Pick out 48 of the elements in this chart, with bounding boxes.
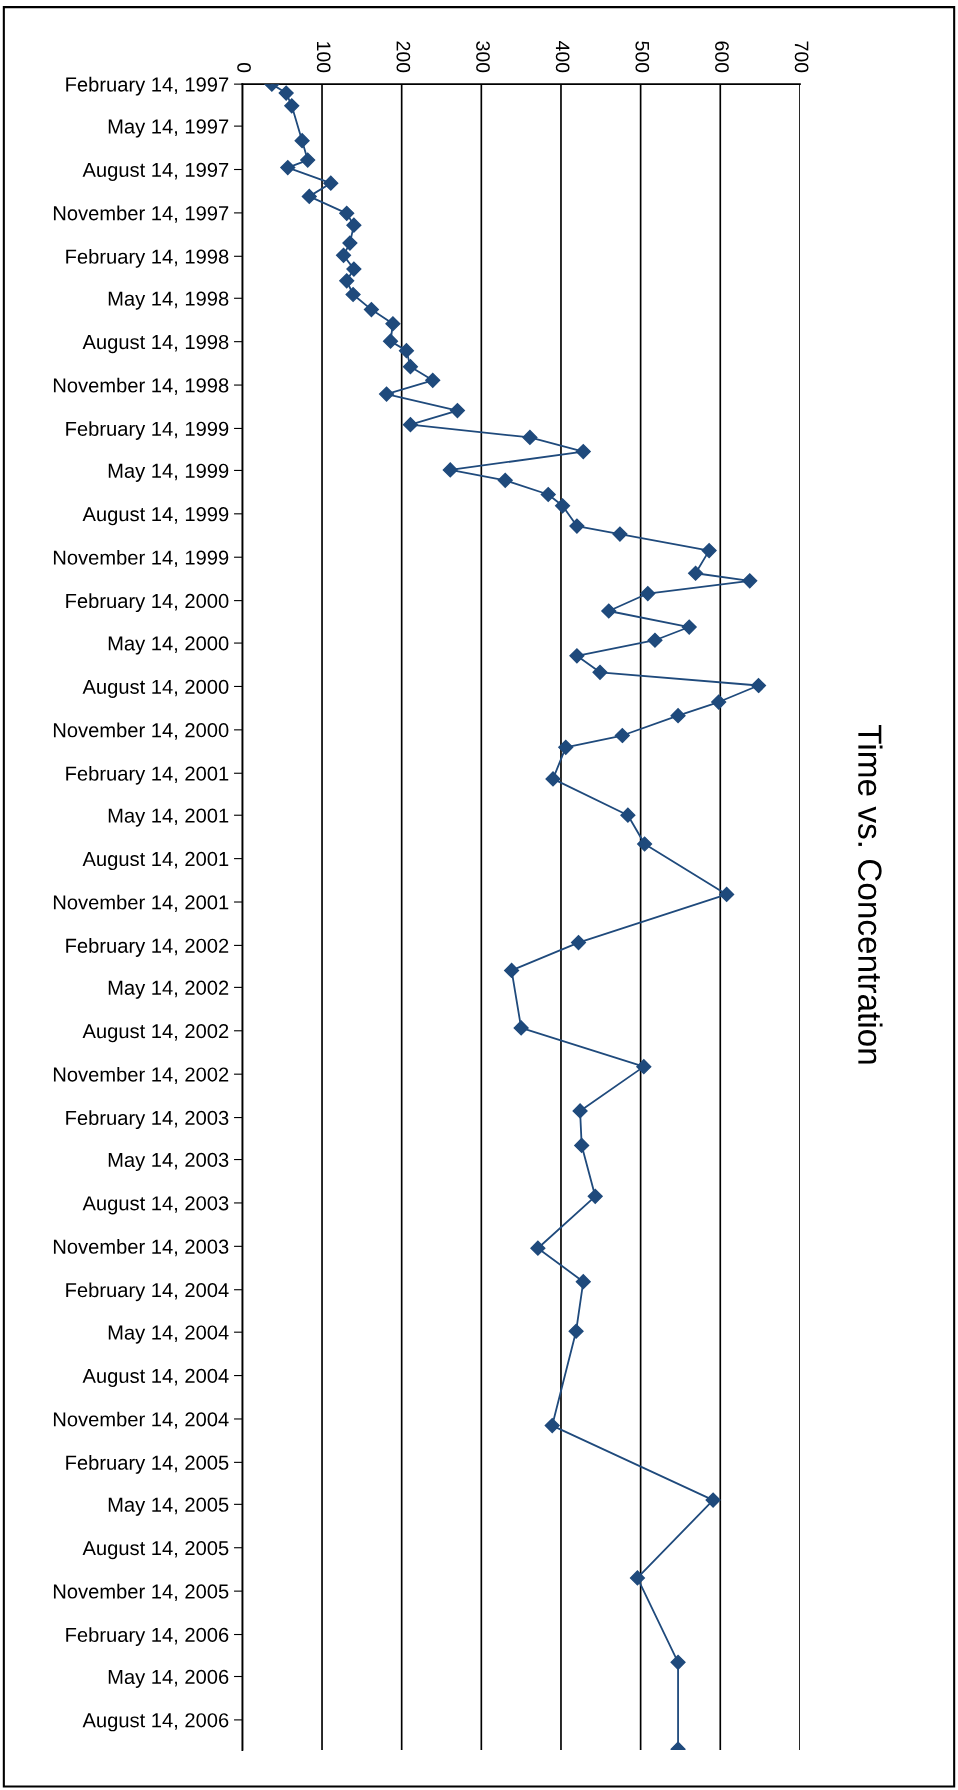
y-tick-label: May 14, 2001 xyxy=(108,808,229,827)
y-tick-label: August 14, 2002 xyxy=(82,1024,229,1043)
y-tick-label: February 14, 2000 xyxy=(66,593,229,613)
x-tick-label: 200 xyxy=(396,41,411,73)
y-tick-label: May 14, 1998 xyxy=(108,291,229,310)
y-tick-label: August 14, 2005 xyxy=(82,1540,229,1560)
x-tick-label: 600 xyxy=(715,41,729,73)
y-tick-label: May 14, 2005 xyxy=(108,1497,229,1516)
y-tick-label: August 14, 1998 xyxy=(82,334,229,354)
y-tick-label: May 14, 2004 xyxy=(108,1325,229,1344)
y-tick-label: February 14, 1999 xyxy=(66,421,229,440)
y-tick-label: November 14, 2001 xyxy=(53,894,229,912)
y-tick-label: February 14, 1997 xyxy=(66,76,229,96)
y-tick-label: February 14, 2003 xyxy=(66,1110,229,1130)
y-tick-label: February 14, 2001 xyxy=(66,765,229,785)
y-tick-label: May 14, 2003 xyxy=(108,1152,229,1172)
x-tick-label: 0 xyxy=(237,62,251,73)
y-tick-label: February 14, 2005 xyxy=(66,1455,229,1474)
y-tick-label: May 14, 2000 xyxy=(108,636,229,655)
y-tick-label: May 14, 1997 xyxy=(108,119,229,138)
y-tick-label: August 14, 2000 xyxy=(82,679,229,698)
y-tick-label: August 14, 2003 xyxy=(82,1196,229,1215)
y-tick-label: November 14, 2000 xyxy=(53,722,229,740)
x-tick-label: 300 xyxy=(476,41,490,73)
x-tick-label: 500 xyxy=(635,41,650,73)
y-tick-label: November 14, 2005 xyxy=(53,1583,229,1601)
y-tick-label: August 14, 2006 xyxy=(82,1713,229,1732)
y-tick-label: August 14, 1999 xyxy=(82,507,229,526)
y-tick-label: February 14, 1998 xyxy=(66,248,229,268)
y-tick-label: February 14, 2004 xyxy=(66,1282,229,1302)
y-tick-label: November 14, 1998 xyxy=(53,377,229,395)
text: Time vs. Concentration xyxy=(858,725,883,1064)
y-tick-label: November 14, 2004 xyxy=(53,1411,229,1429)
y-tick-label: November 14, 1997 xyxy=(53,205,229,223)
y-tick-label: February 14, 2006 xyxy=(66,1627,229,1646)
y-tick-label: November 14, 2003 xyxy=(53,1239,229,1257)
y-tick-label: August 14, 1997 xyxy=(82,162,229,181)
y-tick-label: May 14, 1999 xyxy=(108,463,229,482)
x-tick-label: 700 xyxy=(794,41,809,73)
y-tick-label: February 14, 2002 xyxy=(66,938,229,957)
y-tick-label: November 14, 2002 xyxy=(53,1066,229,1085)
x-tick-label: 400 xyxy=(555,41,570,73)
y-tick-label: May 14, 2002 xyxy=(108,980,229,999)
y-tick-label: May 14, 2006 xyxy=(108,1669,229,1688)
y-tick-label: August 14, 2004 xyxy=(82,1368,229,1388)
y-tick-label: August 14, 2001 xyxy=(82,851,229,871)
x-tick-label: 100 xyxy=(316,42,331,73)
y-tick-label: November 14, 1999 xyxy=(53,549,229,568)
